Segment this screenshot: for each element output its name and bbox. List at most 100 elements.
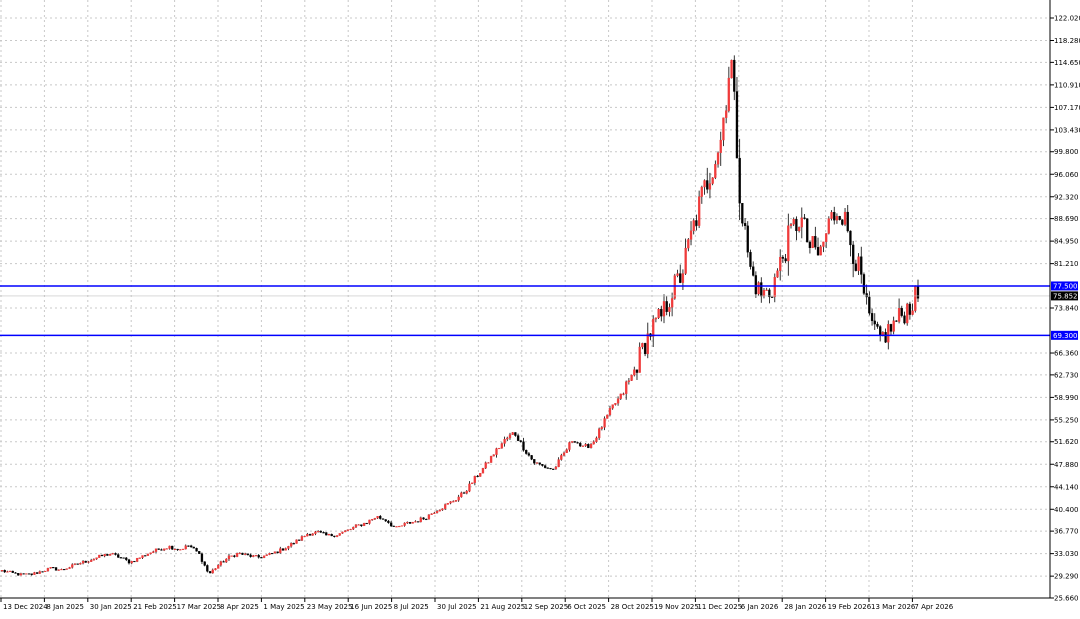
candle-body-bear: [76, 563, 79, 565]
candle-body-bull: [508, 434, 512, 439]
candle-body-bull: [762, 290, 766, 297]
candle-body-bull: [657, 309, 660, 319]
candle-body-bear: [852, 244, 855, 264]
candle: [379, 514, 382, 520]
candle-body-bull: [570, 441, 574, 443]
candle-body-bear: [322, 532, 325, 534]
candle: [8, 570, 12, 572]
candle: [570, 441, 574, 444]
candle: [584, 443, 587, 447]
candle-body-bear: [241, 552, 244, 555]
candle: [454, 500, 458, 502]
candle: [749, 249, 752, 270]
candle-body-bull: [268, 553, 271, 555]
candle-body-bull: [681, 273, 685, 283]
candle-body-bull: [400, 525, 404, 527]
candle: [306, 532, 309, 537]
candle-body-bear: [22, 573, 25, 575]
candle: [127, 558, 131, 565]
candle: [538, 462, 541, 466]
candle-body-bull: [600, 427, 604, 429]
current-price-tag-bg: [1051, 291, 1078, 301]
candle-body-bear: [127, 559, 131, 564]
candle: [22, 573, 25, 575]
candle-body-bull: [403, 522, 406, 526]
candle-body-bull: [300, 536, 304, 541]
candle-body-bull: [897, 308, 901, 322]
candle-body-bull: [138, 557, 141, 559]
candle-body-bull: [452, 501, 455, 503]
candle: [111, 552, 114, 555]
candle: [54, 567, 58, 571]
candle: [546, 467, 549, 469]
candle: [387, 519, 390, 524]
candle: [830, 210, 833, 221]
candle-body-bull: [71, 564, 74, 568]
candle-body-bear: [119, 557, 123, 559]
candle-body-bear: [360, 524, 363, 527]
candle-body-bear: [546, 467, 549, 469]
candle: [608, 405, 612, 417]
candle-body-bear: [870, 313, 874, 322]
candle-body-bull: [406, 521, 409, 524]
candle-body-bull: [98, 554, 101, 558]
candle: [314, 530, 317, 536]
candle: [630, 374, 633, 381]
candle: [425, 518, 428, 521]
candle-body-bull: [338, 533, 341, 536]
candle-body-bear: [249, 554, 252, 557]
candle: [773, 273, 776, 303]
candle: [443, 503, 447, 511]
candle: [25, 573, 28, 575]
price-axis[interactable]: 122.020 118.280 114.650 110.910 107.170 103.4…: [1050, 15, 1080, 603]
candle: [279, 546, 282, 554]
candle: [873, 313, 876, 330]
candle: [708, 172, 712, 199]
candle-body-bull: [776, 270, 779, 278]
candle: [346, 529, 350, 532]
candle-body-bull: [722, 117, 725, 141]
candle: [208, 571, 212, 574]
candle-body-bull: [252, 555, 255, 557]
candle-body-bull: [797, 226, 801, 232]
candle: [506, 436, 509, 442]
candle: [219, 560, 223, 567]
candle-body-bear: [660, 309, 663, 317]
candle-body-bear: [157, 548, 160, 550]
candle: [803, 214, 806, 220]
candle: [511, 432, 514, 435]
candle-body-bull: [619, 393, 622, 399]
candle: [195, 547, 198, 552]
candle: [308, 533, 312, 536]
candle: [727, 66, 731, 113]
candle: [241, 552, 244, 556]
candle: [162, 548, 166, 552]
candle: [452, 500, 455, 503]
candle: [581, 445, 585, 447]
candle: [868, 291, 871, 316]
candle: [33, 571, 36, 575]
candle-body-bull: [830, 212, 833, 219]
candle: [0, 570, 4, 572]
candle: [381, 518, 385, 520]
candle-body-bear: [538, 462, 541, 465]
candle: [795, 216, 798, 241]
candle-body-bull: [0, 570, 4, 572]
x-tick-label: 8 Jul 2025: [394, 603, 429, 611]
y-tick-label: 81.210: [1054, 260, 1079, 268]
candle: [481, 467, 485, 474]
candle-body-bull: [314, 531, 317, 534]
candle: [797, 226, 801, 233]
candle: [300, 535, 304, 542]
candle: [52, 567, 55, 569]
candle-body-bull: [446, 502, 449, 505]
candle-body-bull: [457, 496, 460, 501]
candle: [449, 501, 452, 505]
candle: [600, 426, 604, 431]
candle: [770, 296, 774, 298]
candle: [271, 553, 274, 555]
candle: [441, 508, 444, 511]
candle: [57, 569, 60, 571]
candle: [76, 563, 79, 565]
